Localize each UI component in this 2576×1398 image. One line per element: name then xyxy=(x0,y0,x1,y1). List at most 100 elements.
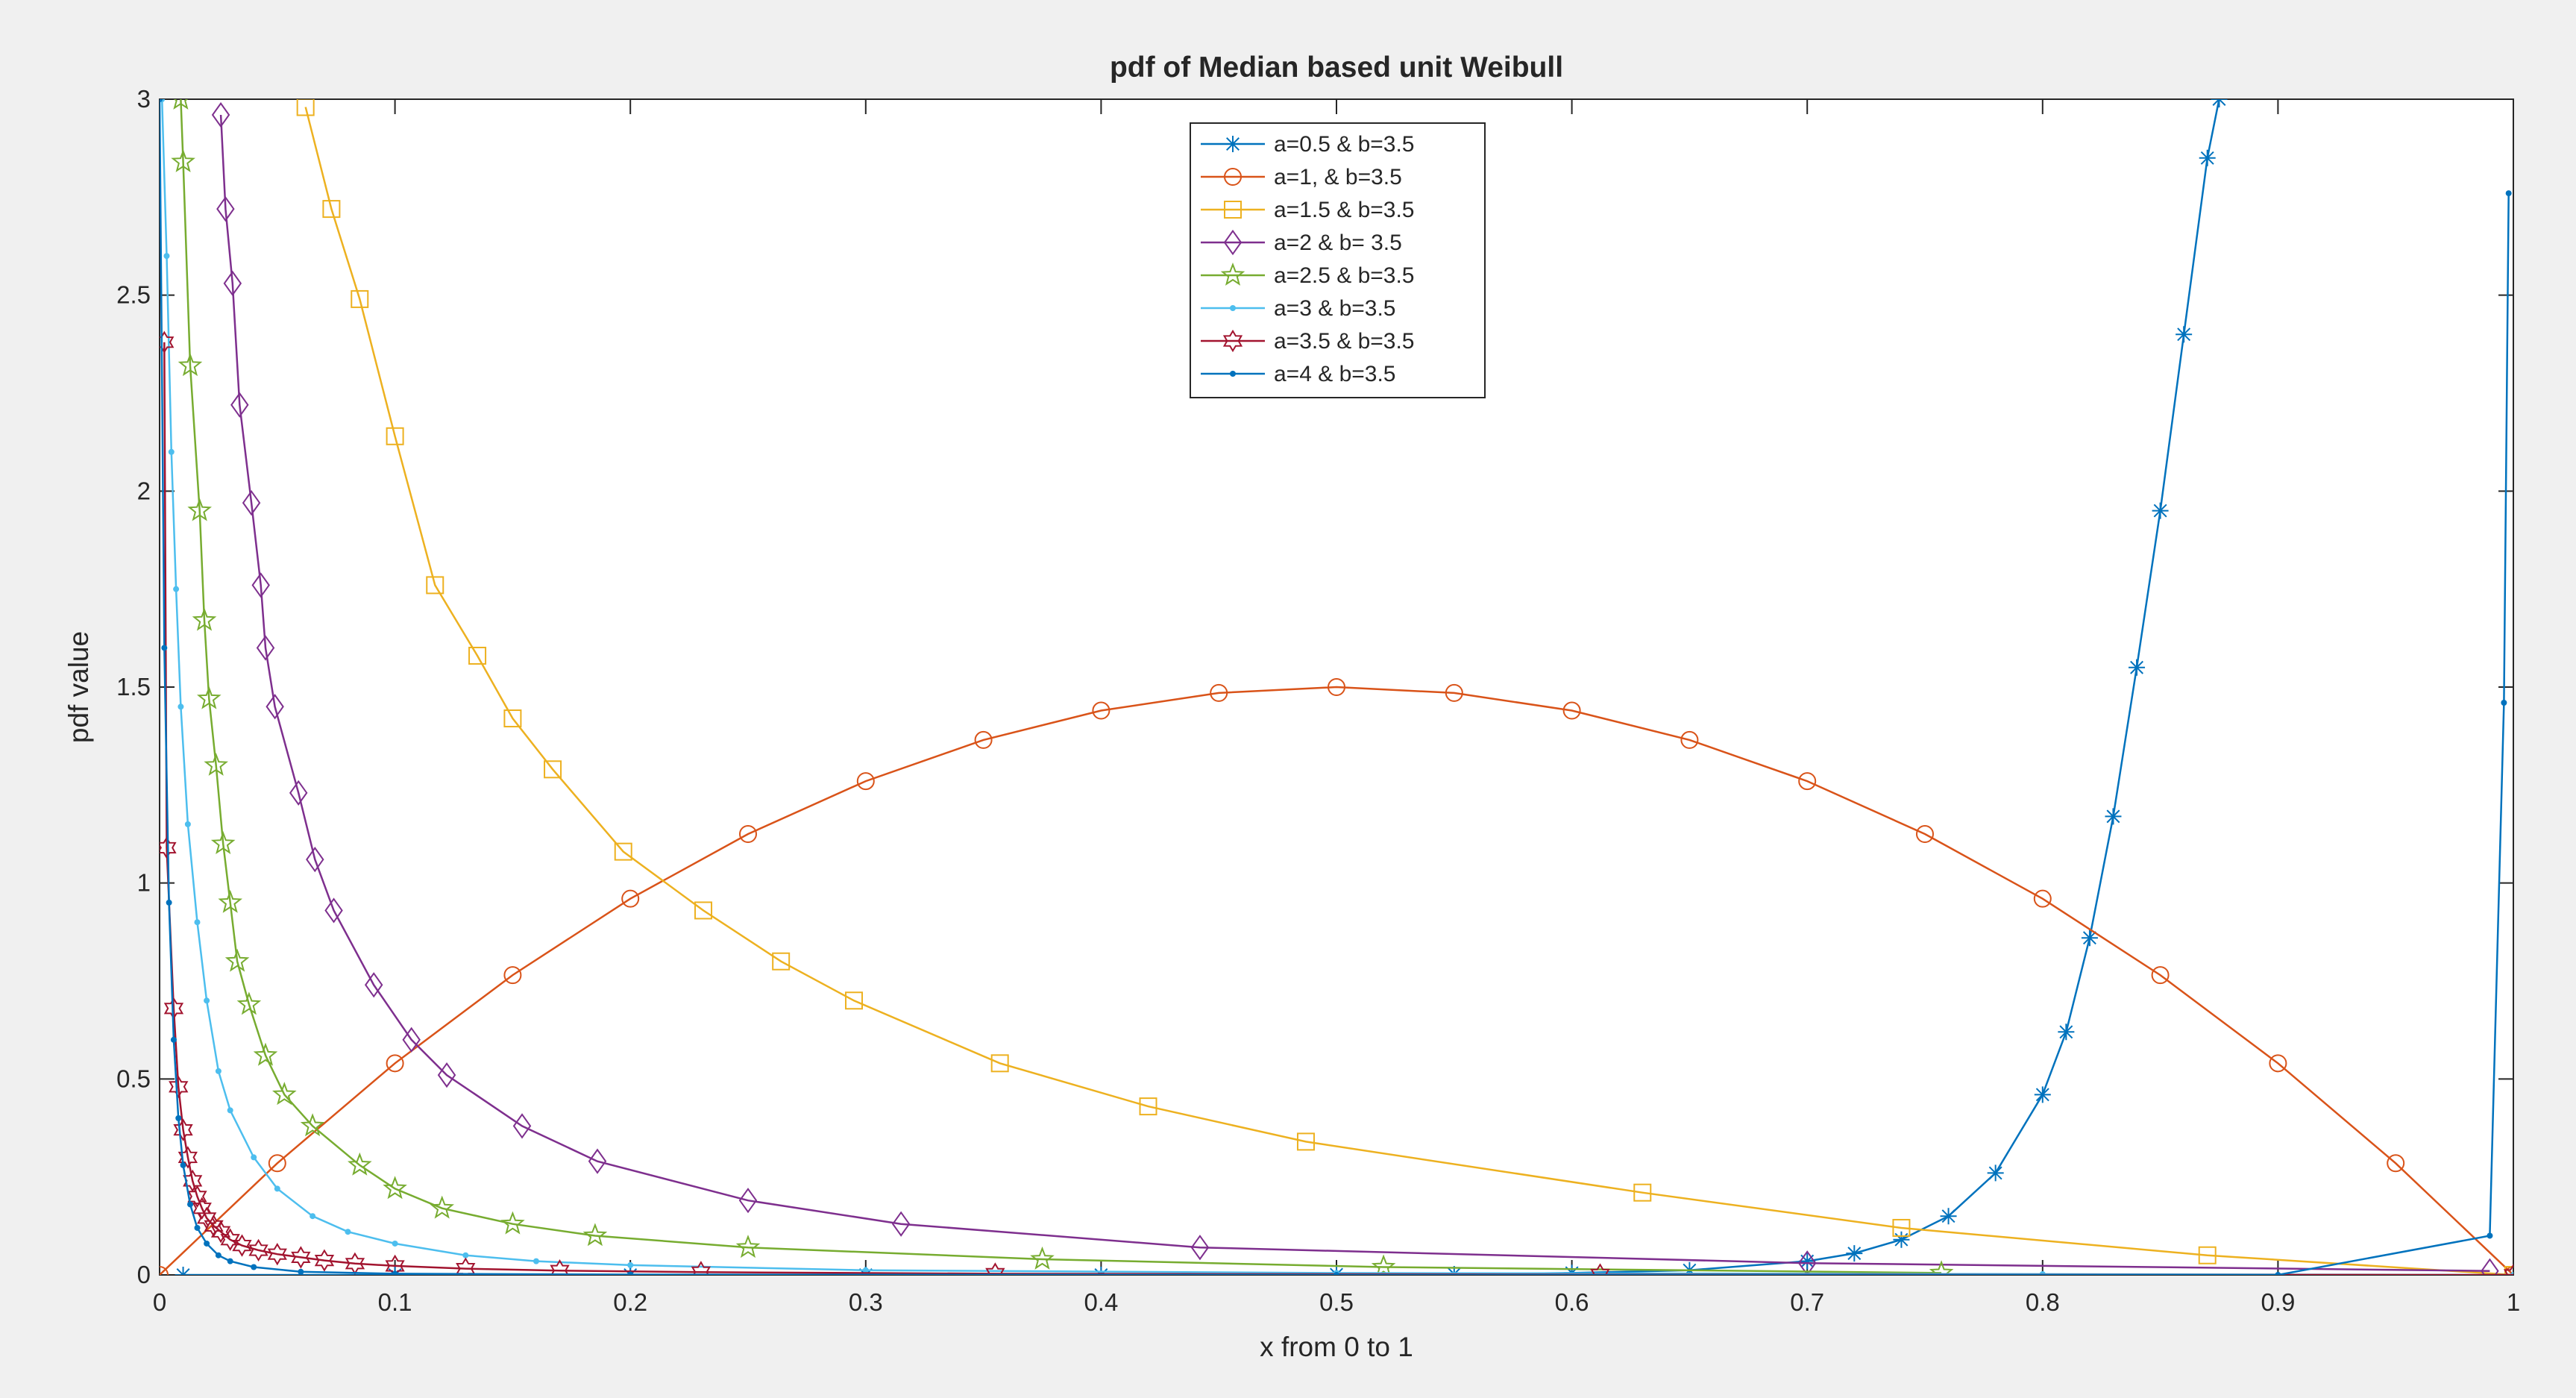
data-point xyxy=(160,836,177,859)
data-point xyxy=(430,1195,454,1219)
legend-entry: a=1.5 & b=3.5 xyxy=(1201,198,1415,222)
series-line xyxy=(219,114,2490,1272)
series-line xyxy=(160,99,2513,1275)
data-point xyxy=(2275,1272,2281,1275)
data-point xyxy=(392,1270,398,1275)
data-point xyxy=(227,1258,233,1264)
data-point xyxy=(392,1240,398,1247)
data-point xyxy=(1371,1254,1396,1275)
data-point xyxy=(2505,190,2512,197)
data-point xyxy=(160,99,163,102)
data-point xyxy=(220,1228,240,1251)
data-point xyxy=(272,1082,297,1106)
data-point xyxy=(550,1259,570,1275)
data-point xyxy=(364,972,383,998)
data-point xyxy=(1846,1245,1863,1262)
data-point xyxy=(306,847,324,873)
legend-marker xyxy=(1224,201,1242,219)
data-point xyxy=(533,1258,539,1264)
legend-entry: a=1, & b=3.5 xyxy=(1201,165,1402,189)
data-point xyxy=(169,1075,189,1098)
data-point xyxy=(230,392,249,418)
data-point xyxy=(256,635,275,661)
series-2 xyxy=(160,678,2513,1275)
data-point xyxy=(1030,1246,1055,1270)
data-point xyxy=(223,270,242,297)
data-point xyxy=(194,1224,201,1231)
legend-marker xyxy=(1230,371,1236,377)
data-point xyxy=(1092,701,1110,720)
data-point xyxy=(1798,772,1817,791)
data-point xyxy=(170,1036,177,1043)
x-tick-label: 0 xyxy=(153,1288,166,1316)
data-point xyxy=(2387,1154,2405,1173)
data-point xyxy=(251,572,270,598)
data-point xyxy=(204,997,210,1004)
data-point xyxy=(163,253,170,260)
data-point xyxy=(426,576,444,595)
x-tick-label: 0.8 xyxy=(2026,1288,2060,1316)
data-point xyxy=(2152,502,2169,519)
data-point xyxy=(178,353,203,377)
axis-ticks: 0 0.1 0.2 0.3 0.4 0.5 0.6 0.7 0.8 0.9 1 0 0.5 1 1.5 2 2.… xyxy=(116,85,2520,1316)
legend-entry: a=2 & b= 3.5 xyxy=(1201,229,1402,256)
data-point xyxy=(891,1211,911,1237)
series-layer xyxy=(160,99,2513,1275)
data-point xyxy=(251,1264,257,1270)
x-tick-label: 0.4 xyxy=(1084,1288,1118,1316)
data-point xyxy=(582,1223,608,1247)
data-point xyxy=(735,1235,761,1258)
data-point xyxy=(544,760,562,779)
series-line xyxy=(160,686,2513,1275)
data-point xyxy=(314,1249,335,1272)
legend-label: a=2.5 & b=3.5 xyxy=(1274,263,1415,288)
data-point xyxy=(386,1054,404,1073)
series-5 xyxy=(171,99,1954,1275)
data-point xyxy=(772,952,791,971)
data-point xyxy=(627,1261,634,1268)
legend-label: a=1, & b=3.5 xyxy=(1274,165,1402,189)
y-tick-label: 2.5 xyxy=(116,281,151,309)
data-point xyxy=(500,1211,525,1235)
data-point xyxy=(503,966,522,985)
legend-marker xyxy=(1222,329,1243,353)
legend-marker xyxy=(1220,262,1245,286)
legend-marker xyxy=(1225,136,1241,152)
data-point xyxy=(1210,683,1228,702)
data-point xyxy=(296,99,315,116)
data-point xyxy=(251,1154,257,1161)
series-8 xyxy=(160,99,2512,1275)
legend-marker xyxy=(1230,305,1236,311)
legend-marker xyxy=(1224,168,1242,186)
data-point xyxy=(267,1243,287,1266)
data-point xyxy=(173,1118,193,1141)
data-point xyxy=(1633,1183,1652,1202)
data-point xyxy=(216,195,235,222)
data-point xyxy=(1893,1231,1910,1248)
x-tick-label: 0.9 xyxy=(2261,1288,2295,1316)
data-point xyxy=(224,948,250,972)
data-point xyxy=(990,1054,1009,1073)
data-point xyxy=(324,897,343,924)
data-point xyxy=(166,899,172,906)
data-point xyxy=(345,1229,351,1235)
series-4 xyxy=(211,101,2499,1275)
legend-entry: a=4 & b=3.5 xyxy=(1201,362,1395,386)
legend-label: a=3.5 & b=3.5 xyxy=(1274,329,1415,354)
y-axis-label: pdf value xyxy=(63,631,94,743)
data-point xyxy=(289,780,308,806)
legend-label: a=4 & b=3.5 xyxy=(1274,362,1395,386)
data-point xyxy=(468,646,487,665)
data-point xyxy=(168,448,175,455)
data-point xyxy=(183,1169,203,1193)
data-point xyxy=(1929,1260,1954,1275)
series-line xyxy=(163,342,2513,1275)
data-point xyxy=(211,101,230,128)
data-point xyxy=(862,1267,869,1273)
data-point xyxy=(184,821,191,827)
y-tick-label: 1.5 xyxy=(116,673,151,700)
data-point xyxy=(2481,1258,2499,1275)
legend-label: a=2 & b= 3.5 xyxy=(1274,231,1402,255)
data-point xyxy=(187,498,212,521)
